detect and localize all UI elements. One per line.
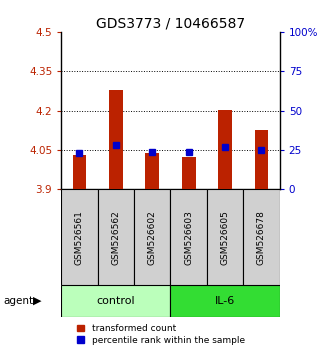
Text: GSM526602: GSM526602 bbox=[148, 210, 157, 264]
Bar bbox=[134, 189, 170, 285]
Text: control: control bbox=[97, 296, 135, 306]
Text: GSM526561: GSM526561 bbox=[75, 210, 84, 265]
Bar bbox=[72, 155, 86, 189]
Bar bbox=[255, 130, 268, 189]
Bar bbox=[109, 90, 123, 189]
Bar bbox=[218, 110, 232, 189]
Bar bbox=[61, 189, 98, 285]
Text: GSM526605: GSM526605 bbox=[220, 210, 230, 265]
Text: ▶: ▶ bbox=[33, 296, 42, 306]
Bar bbox=[61, 285, 170, 317]
Bar bbox=[182, 158, 196, 189]
Bar bbox=[207, 189, 243, 285]
Title: GDS3773 / 10466587: GDS3773 / 10466587 bbox=[96, 17, 245, 31]
Bar bbox=[145, 153, 159, 189]
Legend: transformed count, percentile rank within the sample: transformed count, percentile rank withi… bbox=[77, 324, 245, 345]
Bar bbox=[243, 189, 280, 285]
Text: GSM526678: GSM526678 bbox=[257, 210, 266, 265]
Bar bbox=[98, 189, 134, 285]
Text: GSM526603: GSM526603 bbox=[184, 210, 193, 265]
Bar bbox=[170, 285, 280, 317]
Bar bbox=[170, 189, 207, 285]
Text: agent: agent bbox=[3, 296, 33, 306]
Text: IL-6: IL-6 bbox=[215, 296, 235, 306]
Text: GSM526562: GSM526562 bbox=[111, 210, 120, 264]
